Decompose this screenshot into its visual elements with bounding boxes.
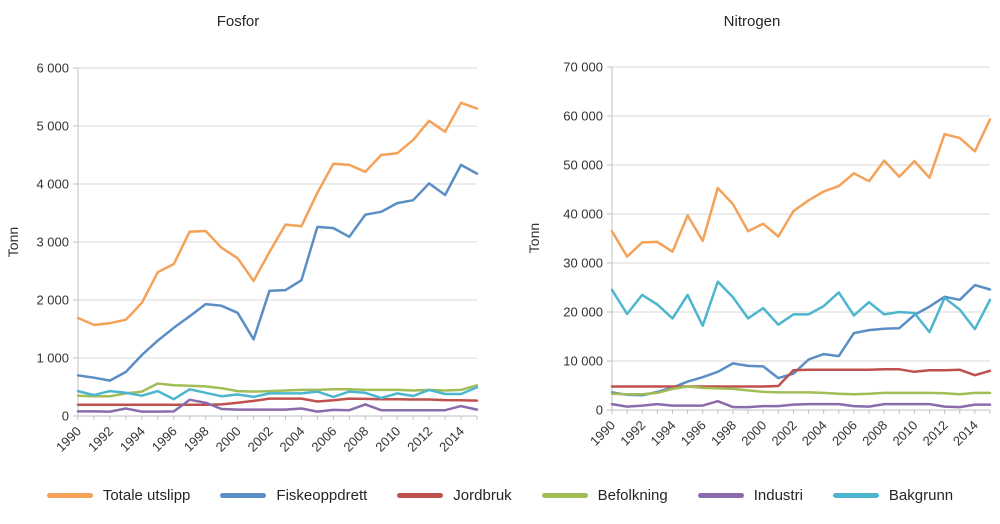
series-line-fiskeoppdrett bbox=[610, 283, 992, 397]
series-line-bakgrunn bbox=[76, 386, 479, 401]
svg-text:1992: 1992 bbox=[617, 418, 648, 449]
svg-text:2014: 2014 bbox=[950, 418, 981, 449]
svg-text:70 000: 70 000 bbox=[563, 60, 603, 75]
svg-text:20 000: 20 000 bbox=[563, 305, 603, 320]
svg-text:2002: 2002 bbox=[769, 418, 800, 449]
legend-swatch-jordbruk bbox=[397, 493, 444, 498]
svg-text:2004: 2004 bbox=[799, 418, 830, 449]
svg-text:1992: 1992 bbox=[85, 424, 116, 455]
legend-item-fiskeoppdrett: Fiskeoppdrett bbox=[220, 487, 367, 504]
svg-text:40 000: 40 000 bbox=[563, 207, 603, 222]
svg-text:50 000: 50 000 bbox=[563, 158, 603, 173]
svg-text:2012: 2012 bbox=[920, 418, 951, 449]
series-line-fiskeoppdrett bbox=[76, 163, 479, 382]
legend-label-fiskeoppdrett: Fiskeoppdrett bbox=[276, 487, 368, 504]
svg-text:4 000: 4 000 bbox=[36, 177, 69, 192]
svg-text:1998: 1998 bbox=[181, 424, 212, 455]
svg-text:10 000: 10 000 bbox=[563, 354, 603, 369]
legend-swatch-industri bbox=[697, 493, 744, 498]
svg-text:2008: 2008 bbox=[859, 418, 890, 449]
svg-text:1990: 1990 bbox=[53, 424, 84, 455]
legend-item-jordbruk: Jordbruk bbox=[397, 487, 512, 504]
legend-label-befolkning: Befolkning bbox=[597, 487, 668, 504]
svg-text:5 000: 5 000 bbox=[36, 119, 69, 134]
svg-text:6 000: 6 000 bbox=[36, 61, 69, 76]
y-axis-title-nitrogen: Tonn bbox=[526, 222, 542, 254]
svg-text:0: 0 bbox=[596, 403, 603, 418]
legend-label-industri: Industri bbox=[753, 487, 803, 504]
svg-text:2000: 2000 bbox=[213, 424, 244, 455]
svg-text:1994: 1994 bbox=[117, 424, 148, 455]
chart-title-fosfor: Fosfor bbox=[216, 13, 260, 30]
svg-text:2012: 2012 bbox=[404, 424, 435, 455]
legend-swatch-totale-utslipp bbox=[46, 493, 93, 498]
series-line-befolkning bbox=[76, 382, 479, 398]
legend-item-bakgrunn: Bakgrunn bbox=[832, 487, 954, 504]
legend-item-totale-utslipp: Totale utslipp bbox=[46, 487, 191, 504]
series-line-jordbruk bbox=[76, 397, 479, 406]
series-line-befolkning bbox=[610, 385, 992, 396]
svg-text:2000: 2000 bbox=[738, 418, 769, 449]
legend-swatch-befolkning bbox=[541, 493, 588, 498]
svg-text:2006: 2006 bbox=[308, 424, 339, 455]
svg-text:60 000: 60 000 bbox=[563, 109, 603, 124]
svg-text:2 000: 2 000 bbox=[36, 293, 69, 308]
series-line-totale-utslipp bbox=[610, 118, 992, 258]
chart-title-nitrogen: Nitrogen bbox=[723, 13, 781, 30]
svg-text:2002: 2002 bbox=[245, 424, 276, 455]
svg-text:1996: 1996 bbox=[678, 418, 709, 449]
legend-item-industri: Industri bbox=[697, 487, 803, 504]
legend-label-jordbruk: Jordbruk bbox=[453, 487, 512, 504]
svg-text:3 000: 3 000 bbox=[36, 235, 69, 250]
legend-label-totale-utslipp: Totale utslipp bbox=[102, 487, 191, 504]
svg-text:1994: 1994 bbox=[648, 418, 679, 449]
svg-text:2004: 2004 bbox=[277, 424, 308, 455]
svg-text:2014: 2014 bbox=[436, 424, 467, 455]
legend: Totale utslipp Fiskeoppdrett Jordbruk Be… bbox=[0, 487, 1000, 504]
svg-text:1 000: 1 000 bbox=[36, 351, 69, 366]
series-line-jordbruk bbox=[610, 368, 992, 388]
svg-text:1996: 1996 bbox=[149, 424, 180, 455]
legend-swatch-bakgrunn bbox=[832, 493, 879, 498]
svg-text:1990: 1990 bbox=[587, 418, 618, 449]
svg-text:2010: 2010 bbox=[372, 424, 403, 455]
series-line-industri bbox=[610, 399, 992, 409]
svg-text:2010: 2010 bbox=[889, 418, 920, 449]
series-line-bakgrunn bbox=[610, 280, 992, 334]
svg-text:1998: 1998 bbox=[708, 418, 739, 449]
svg-text:2006: 2006 bbox=[829, 418, 860, 449]
legend-item-befolkning: Befolkning bbox=[541, 487, 668, 504]
svg-text:30 000: 30 000 bbox=[563, 256, 603, 271]
legend-swatch-fiskeoppdrett bbox=[220, 493, 267, 498]
svg-text:0: 0 bbox=[62, 409, 69, 424]
svg-text:2008: 2008 bbox=[340, 424, 371, 455]
y-axis-title-fosfor: Tonn bbox=[5, 226, 21, 258]
legend-label-bakgrunn: Bakgrunn bbox=[888, 487, 954, 504]
series-line-industri bbox=[76, 398, 479, 413]
series-line-totale-utslipp bbox=[76, 101, 479, 327]
